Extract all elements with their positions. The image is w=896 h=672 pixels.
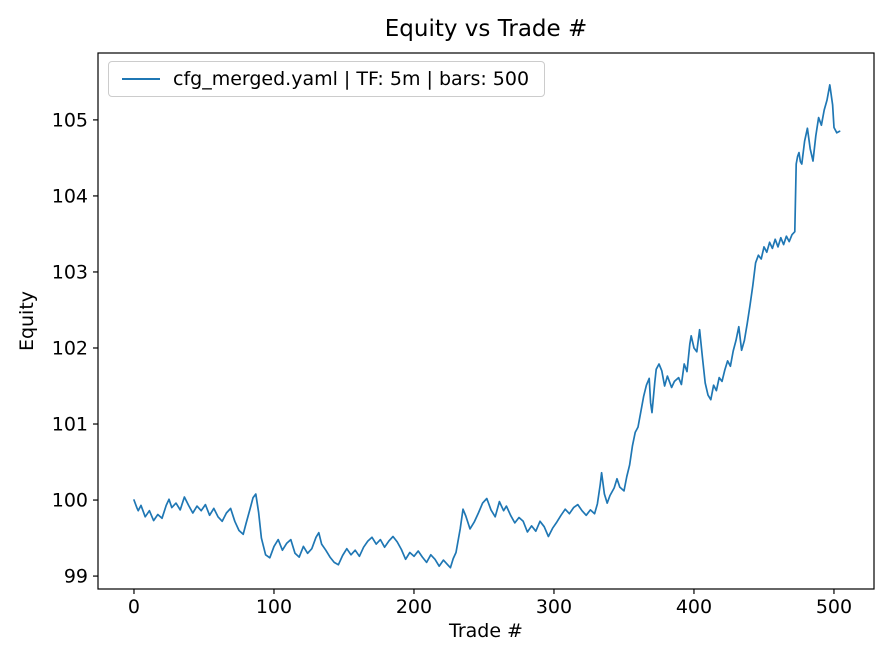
y-tick-label: 99: [64, 566, 88, 588]
y-tick-label: 104: [52, 185, 88, 207]
x-tick-label: 300: [536, 596, 572, 618]
axes-frame: [97, 52, 875, 590]
x-tick-label: 0: [128, 596, 140, 618]
y-tick-label: 102: [52, 337, 88, 359]
legend: cfg_merged.yaml | TF: 5m | bars: 500: [108, 61, 546, 97]
x-axis-label: Trade #: [449, 620, 523, 642]
y-tick-label: 100: [52, 490, 88, 512]
chart-title: Equity vs Trade #: [384, 16, 588, 42]
x-tick-label: 400: [676, 596, 712, 618]
x-tick-label: 100: [256, 596, 292, 618]
legend-label: cfg_merged.yaml | TF: 5m | bars: 500: [173, 68, 530, 90]
y-tick-label: 101: [52, 414, 88, 436]
y-tick-label: 103: [52, 261, 88, 283]
equity-curve: [133, 84, 841, 569]
x-tick-label: 200: [396, 596, 432, 618]
legend-line-sample-icon: [122, 78, 160, 80]
x-tick-label: 500: [816, 596, 852, 618]
y-tick-label: 105: [52, 109, 88, 131]
